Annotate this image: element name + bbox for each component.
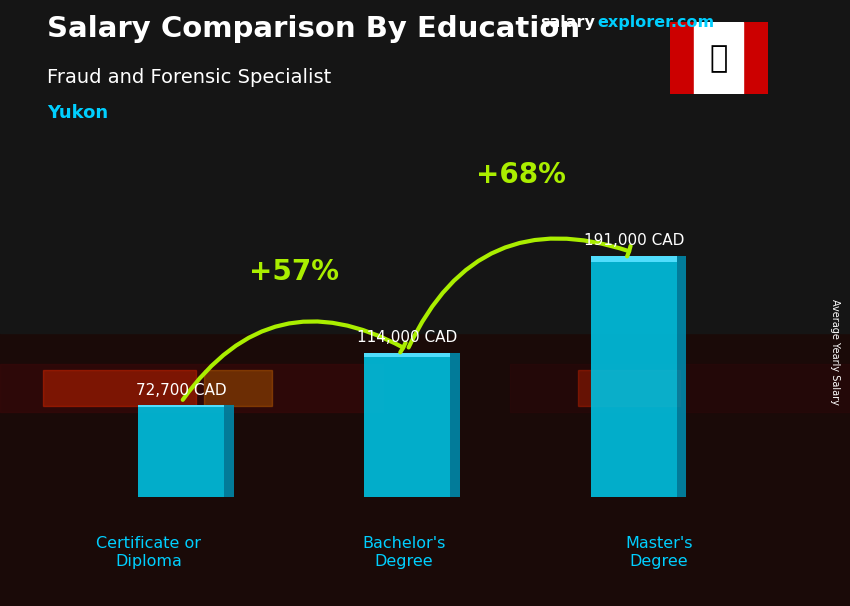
Bar bbox=[0, 364, 382, 412]
Bar bbox=[743, 22, 768, 94]
Bar bbox=[578, 370, 680, 406]
Bar bbox=[0, 0, 850, 333]
Bar bbox=[591, 256, 677, 497]
Text: explorer.com: explorer.com bbox=[598, 15, 715, 30]
Bar bbox=[510, 364, 850, 412]
Text: 114,000 CAD: 114,000 CAD bbox=[357, 330, 457, 345]
Bar bbox=[0, 333, 850, 606]
Bar bbox=[204, 370, 272, 406]
Bar bbox=[591, 256, 677, 262]
Bar bbox=[670, 22, 694, 94]
Text: Yukon: Yukon bbox=[47, 104, 108, 122]
Text: +57%: +57% bbox=[249, 258, 339, 286]
Bar bbox=[139, 405, 224, 407]
Text: Certificate or
Diploma: Certificate or Diploma bbox=[96, 536, 201, 568]
Text: Fraud and Forensic Specialist: Fraud and Forensic Specialist bbox=[47, 68, 331, 87]
Text: 72,700 CAD: 72,700 CAD bbox=[136, 382, 226, 398]
Text: Master's
Degree: Master's Degree bbox=[625, 536, 693, 568]
Text: 191,000 CAD: 191,000 CAD bbox=[584, 233, 684, 248]
Bar bbox=[677, 256, 686, 497]
Text: Salary Comparison By Education: Salary Comparison By Education bbox=[47, 15, 580, 43]
Bar bbox=[365, 353, 450, 356]
Bar bbox=[224, 405, 234, 497]
Bar bbox=[365, 353, 450, 497]
Text: salary: salary bbox=[540, 15, 595, 30]
Bar bbox=[42, 370, 196, 406]
Text: +68%: +68% bbox=[476, 161, 565, 189]
Bar bbox=[450, 353, 460, 497]
Text: 🍁: 🍁 bbox=[710, 44, 728, 73]
Bar bbox=[694, 22, 743, 94]
Text: Average Yearly Salary: Average Yearly Salary bbox=[830, 299, 840, 404]
Bar bbox=[139, 405, 224, 497]
Text: Bachelor's
Degree: Bachelor's Degree bbox=[362, 536, 445, 568]
